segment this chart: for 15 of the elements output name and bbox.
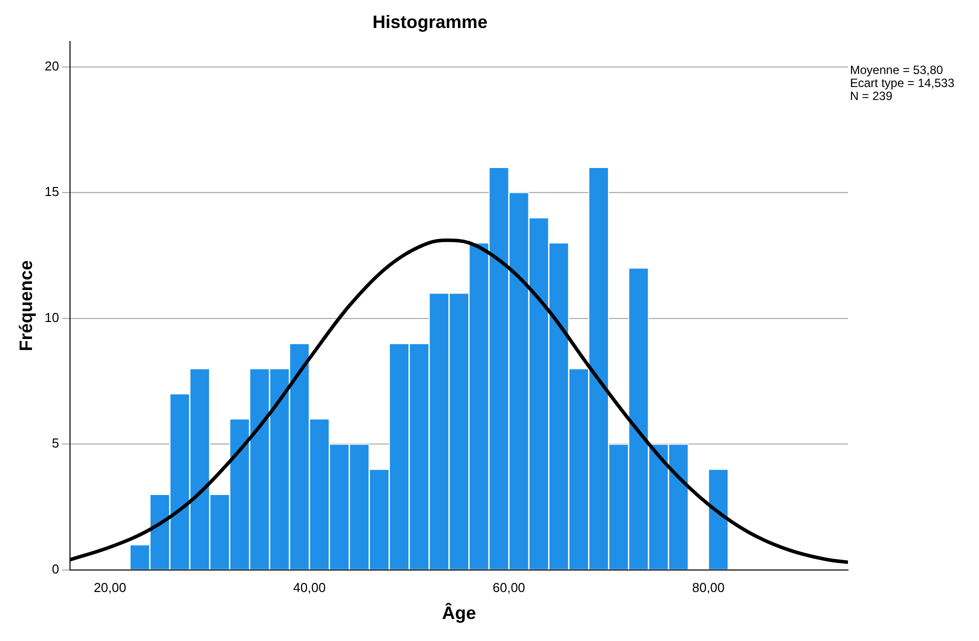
y-tick-label: 15 <box>44 184 60 200</box>
y-tick-label: 20 <box>44 58 60 74</box>
text: Ecart type = 14,533 <box>850 76 954 90</box>
x-axis-title: Âge <box>442 602 476 624</box>
y-tick-label: 5 <box>52 436 60 451</box>
y-tick-label: 10 <box>44 310 60 325</box>
x-tick-label: 60,00 <box>492 580 526 596</box>
text: N = 239 <box>850 89 892 103</box>
y-tick-label: 0 <box>52 561 60 576</box>
x-tick-label: 80,00 <box>692 580 725 596</box>
x-tick-label: 20,00 <box>94 580 126 596</box>
chart-title: Histogramme <box>372 12 488 32</box>
y-axis-title: Fréquence <box>16 260 36 352</box>
text: Moyenne = 53,80 <box>850 63 944 77</box>
x-tick-label: 40,00 <box>293 580 326 596</box>
